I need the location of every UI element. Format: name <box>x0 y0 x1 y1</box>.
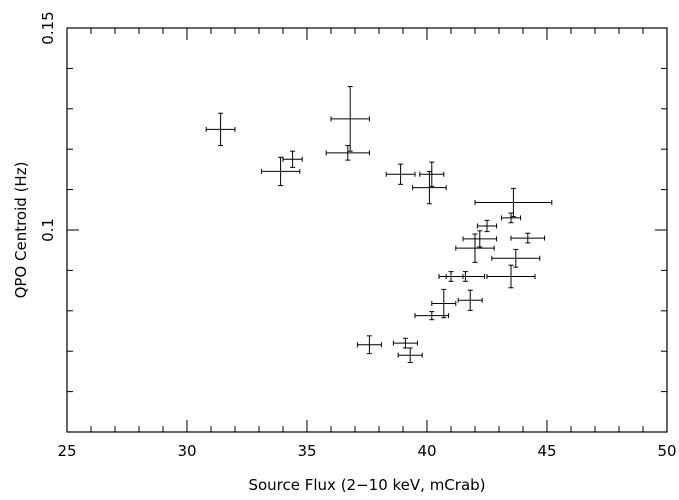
data-point <box>325 145 370 161</box>
data-point <box>412 170 447 205</box>
data-point <box>414 311 450 321</box>
x-tick-label: 30 <box>177 442 196 460</box>
data-point <box>260 156 301 187</box>
data-point <box>431 288 457 319</box>
data-point <box>330 86 370 152</box>
x-tick-label: 50 <box>657 442 676 460</box>
x-tick-labels: 25 30 35 40 45 50 <box>57 442 676 460</box>
data-points <box>205 86 553 364</box>
data-point <box>457 289 483 311</box>
data-point <box>392 337 418 349</box>
x-tick-label: 25 <box>57 442 76 460</box>
axis-ticks <box>66 27 668 433</box>
y-axis-label: QPO Centroid (Hz) <box>12 162 30 299</box>
data-point <box>455 233 495 263</box>
y-tick-label: 0.1 <box>39 218 57 242</box>
plot-frame <box>66 27 668 433</box>
data-point <box>491 248 541 268</box>
data-point <box>205 112 236 147</box>
data-point <box>445 271 486 282</box>
data-point <box>476 219 498 233</box>
data-point <box>356 335 382 355</box>
x-tick-label: 35 <box>297 442 316 460</box>
x-tick-label: 45 <box>537 442 556 460</box>
y-tick-label: 0.15 <box>39 11 57 44</box>
data-point <box>397 347 423 364</box>
y-tick-labels: 0.1 0.15 <box>39 11 57 242</box>
data-point <box>462 230 498 248</box>
data-point <box>510 232 546 244</box>
data-point <box>500 212 522 224</box>
data-point <box>474 187 553 218</box>
data-point <box>385 163 416 185</box>
data-point <box>282 150 303 168</box>
x-axis-label: Source Flux (2−10 keV, mCrab) <box>248 476 485 494</box>
x-tick-label: 40 <box>417 442 436 460</box>
data-point <box>419 161 445 187</box>
data-point <box>486 264 536 289</box>
